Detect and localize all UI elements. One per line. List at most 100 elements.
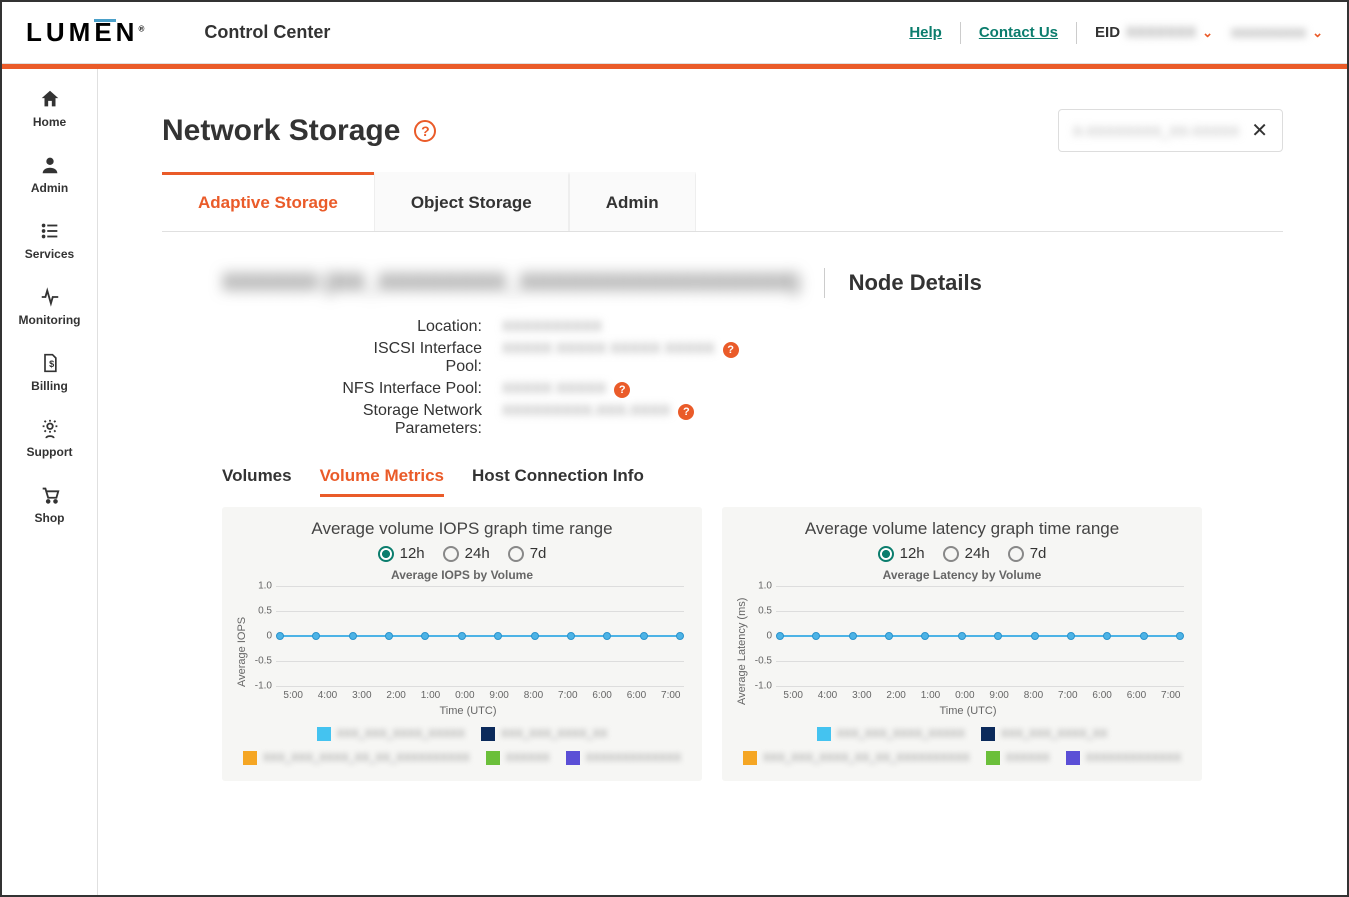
sidebar-item-billing[interactable]: $Billing	[2, 351, 97, 393]
legend-swatch	[566, 751, 580, 765]
legend-item: XXX_XXX_XXXX_XXXXX	[317, 727, 465, 741]
legend-label: XXXXXXXXXXXXX	[1086, 752, 1181, 764]
sidebar-item-home[interactable]: Home	[2, 87, 97, 129]
header-right: Help Contact Us EID XXXXXXX ⌄ xxxxxxxxx …	[909, 22, 1323, 44]
bill-icon: $	[38, 351, 62, 375]
sub-tabs: Volumes Volume Metrics Host Connection Inf…	[222, 466, 1283, 497]
radio-icon	[508, 546, 524, 562]
page-title: Network Storage	[162, 114, 400, 148]
sidebar-item-services[interactable]: Services	[2, 219, 97, 261]
range-option[interactable]: 12h	[378, 545, 425, 562]
help-icon[interactable]: ?	[678, 404, 694, 420]
eid-value: XXXXXXX	[1126, 24, 1196, 41]
node-header: XXXXXX (XX_XXXXXXXX_XXXXXXXXXXXXXXXXX) N…	[222, 268, 1283, 298]
chart-card: Average volume IOPS graph time range12h2…	[222, 507, 702, 781]
detail-row: ISCSI InterfacePool:XXXXX XXXXX XXXXX XX…	[222, 340, 1283, 376]
detail-label: Location:	[222, 318, 502, 336]
home-icon	[38, 87, 62, 111]
legend-label: XXXXXX	[1006, 752, 1050, 764]
x-axis-ticks: 5:004:003:002:001:000:009:008:007:006:00…	[776, 690, 1188, 701]
sidebar-item-admin[interactable]: Admin	[2, 153, 97, 195]
legend-item: XXXXXXXXXXXXX	[566, 751, 681, 765]
detail-value: XXXXX XXXXX XXXXX XXXXX	[502, 340, 715, 357]
range-option[interactable]: 7d	[508, 545, 547, 562]
chevron-down-icon: ⌄	[1312, 25, 1323, 41]
search-pill: X-XXXXXXXX_XX-XXXXX ✕	[1058, 109, 1283, 152]
chart-plot: Average Latency (ms)1.00.50-0.5-1.05:004…	[736, 586, 1188, 717]
help-icon[interactable]: ?	[723, 342, 739, 358]
help-icon[interactable]: ?	[614, 382, 630, 398]
radio-icon	[878, 546, 894, 562]
node-title: XXXXXX (XX_XXXXXXXX_XXXXXXXXXXXXXXXXX)	[222, 269, 800, 297]
legend-swatch	[481, 727, 495, 741]
range-label: 12h	[900, 545, 925, 562]
legend-item: XXX_XXX_XXXX_XX	[981, 727, 1107, 741]
chart-title: Average IOPS by Volume	[236, 568, 688, 582]
range-option[interactable]: 7d	[1008, 545, 1047, 562]
sub-tab-host-connection-info[interactable]: Host Connection Info	[472, 466, 644, 497]
cart-icon	[38, 483, 62, 507]
legend-swatch	[317, 727, 331, 741]
logo: LUMEN®	[26, 17, 144, 48]
chart-plot: Average IOPS1.00.50-0.5-1.05:004:003:002…	[236, 586, 688, 717]
range-label: 24h	[465, 545, 490, 562]
search-value: X-XXXXXXXX_XX-XXXXX	[1073, 123, 1240, 139]
legend-item: XXXXXX	[986, 751, 1050, 765]
sidebar-item-label: Admin	[31, 181, 68, 195]
eid-label: EID	[1095, 24, 1120, 41]
x-axis-label: Time (UTC)	[748, 705, 1188, 717]
detail-value: XXXXX XXXXX	[502, 380, 606, 397]
user-menu[interactable]: xxxxxxxxx ⌄	[1231, 24, 1323, 41]
legend-label: XXX_XXX_XXXX_XXXXX	[337, 728, 465, 740]
node-section-label: Node Details	[849, 270, 982, 296]
user-icon	[38, 153, 62, 177]
tab-object-storage[interactable]: Object Storage	[374, 172, 569, 231]
legend-item: XXXXXX	[486, 751, 550, 765]
help-link[interactable]: Help	[909, 24, 942, 41]
legend-label: XXX_XXX_XXXX_XX	[501, 728, 607, 740]
legend-item: XXX_XXX_XXXX_XX	[481, 727, 607, 741]
range-option[interactable]: 24h	[943, 545, 990, 562]
gear-icon	[38, 417, 62, 441]
range-option[interactable]: 24h	[443, 545, 490, 562]
sub-tab-volume-metrics[interactable]: Volume Metrics	[320, 466, 444, 497]
main-tabs: Adaptive StorageObject StorageAdmin	[162, 172, 1283, 232]
tab-adaptive-storage[interactable]: Adaptive Storage	[162, 172, 374, 231]
detail-label: NFS Interface Pool:	[222, 380, 502, 398]
detail-row: Storage NetworkParameters:XXXXXXXXX.XXX.…	[222, 402, 1283, 438]
help-icon[interactable]: ?	[414, 120, 436, 142]
legend-swatch	[486, 751, 500, 765]
sidebar-item-label: Support	[27, 445, 73, 459]
range-option[interactable]: 12h	[878, 545, 925, 562]
legend-label: XXX_XXX_XXXX_XX_XX_XXXXXXXXXX	[263, 752, 470, 764]
range-label: 24h	[965, 545, 990, 562]
charts: Average volume IOPS graph time range12h2…	[222, 507, 1283, 781]
sidebar-item-label: Home	[33, 115, 66, 129]
contact-link[interactable]: Contact Us	[979, 24, 1058, 41]
eid-menu[interactable]: EID XXXXXXX ⌄	[1095, 24, 1213, 41]
svg-text:$: $	[49, 359, 54, 369]
detail-label: Storage NetworkParameters:	[222, 402, 502, 438]
detail-value: XXXXXXXXXX	[502, 318, 602, 335]
node-details: Location:XXXXXXXXXXISCSI InterfacePool:X…	[222, 318, 1283, 438]
detail-row: Location:XXXXXXXXXX	[222, 318, 1283, 336]
range-label: 7d	[1030, 545, 1047, 562]
detail-value: XXXXXXXXX.XXX.XXXX	[502, 402, 670, 419]
sidebar-item-monitoring[interactable]: Monitoring	[2, 285, 97, 327]
detail-label: ISCSI InterfacePool:	[222, 340, 502, 376]
legend-swatch	[243, 751, 257, 765]
detail-value-wrap: XXXXXXXXXX	[502, 318, 602, 336]
sidebar-item-support[interactable]: Support	[2, 417, 97, 459]
app-title: Control Center	[204, 22, 330, 43]
tab-admin[interactable]: Admin	[569, 172, 696, 231]
sidebar-item-shop[interactable]: Shop	[2, 483, 97, 525]
radio-icon	[378, 546, 394, 562]
legend-item: XXX_XXX_XXXX_XX_XX_XXXXXXXXXX	[743, 751, 970, 765]
detail-value-wrap: XXXXX XXXXX XXXXX XXXXX?	[502, 340, 739, 358]
legend-item: XXX_XXX_XXXX_XXXXX	[817, 727, 965, 741]
legend-label: XXX_XXX_XXXX_XXXXX	[837, 728, 965, 740]
legend-item: XXXXXXXXXXXXX	[1066, 751, 1181, 765]
divider	[824, 268, 825, 298]
close-icon[interactable]: ✕	[1251, 118, 1268, 143]
sub-tab-volumes[interactable]: Volumes	[222, 466, 292, 497]
